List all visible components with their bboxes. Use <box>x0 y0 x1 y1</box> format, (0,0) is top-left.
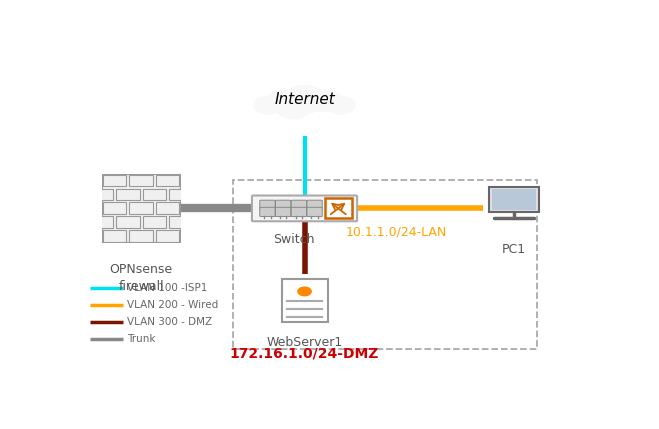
Text: Switch: Switch <box>273 233 315 247</box>
Bar <box>156 230 179 242</box>
FancyBboxPatch shape <box>291 207 306 217</box>
Text: 10.1.1.0/24-LAN: 10.1.1.0/24-LAN <box>346 225 447 238</box>
Circle shape <box>328 97 355 114</box>
Circle shape <box>298 287 311 296</box>
Text: Trunk: Trunk <box>127 334 156 344</box>
Bar <box>169 189 192 200</box>
Bar <box>129 175 153 186</box>
Bar <box>183 202 206 214</box>
Bar <box>142 216 166 228</box>
Bar <box>183 175 206 186</box>
Circle shape <box>309 91 343 112</box>
Text: VLAN 200 - Wired: VLAN 200 - Wired <box>127 300 219 310</box>
Text: PC1: PC1 <box>502 243 526 256</box>
Bar <box>103 202 127 214</box>
Bar <box>281 279 328 322</box>
Bar <box>116 216 140 228</box>
Bar <box>253 106 356 110</box>
Bar <box>101 174 181 243</box>
Text: 172.16.1.0/24-DMZ: 172.16.1.0/24-DMZ <box>230 347 379 361</box>
Circle shape <box>267 91 300 112</box>
Bar <box>90 189 113 200</box>
Bar <box>169 216 192 228</box>
Bar <box>156 175 179 186</box>
Bar <box>492 189 536 210</box>
Bar <box>129 230 153 242</box>
Circle shape <box>254 97 281 114</box>
Bar <box>156 202 179 214</box>
Bar <box>142 189 166 200</box>
Bar <box>196 216 219 228</box>
Text: Internet: Internet <box>274 92 335 107</box>
Circle shape <box>299 96 333 118</box>
FancyBboxPatch shape <box>275 200 291 209</box>
Circle shape <box>283 85 326 113</box>
Bar <box>183 230 206 242</box>
FancyBboxPatch shape <box>307 200 322 209</box>
Text: VLAN 300 - DMZ: VLAN 300 - DMZ <box>127 317 212 327</box>
Text: OPNsense
firewall: OPNsense firewall <box>109 263 173 293</box>
Bar <box>489 187 539 212</box>
FancyBboxPatch shape <box>260 207 275 217</box>
Bar <box>116 189 140 200</box>
FancyBboxPatch shape <box>291 200 306 209</box>
FancyBboxPatch shape <box>275 207 291 217</box>
Bar <box>196 189 219 200</box>
Bar <box>129 202 153 214</box>
Circle shape <box>275 96 310 118</box>
Bar <box>76 175 100 186</box>
Text: VLAN 100 -ISP1: VLAN 100 -ISP1 <box>127 283 208 293</box>
Bar <box>76 230 100 242</box>
FancyBboxPatch shape <box>252 196 357 221</box>
FancyBboxPatch shape <box>325 199 351 218</box>
Bar <box>103 175 127 186</box>
Bar <box>233 180 537 349</box>
Bar <box>76 202 100 214</box>
FancyBboxPatch shape <box>260 200 275 209</box>
FancyBboxPatch shape <box>307 207 322 217</box>
Bar <box>103 230 127 242</box>
Bar <box>90 216 113 228</box>
Text: WebServer1: WebServer1 <box>266 335 343 349</box>
